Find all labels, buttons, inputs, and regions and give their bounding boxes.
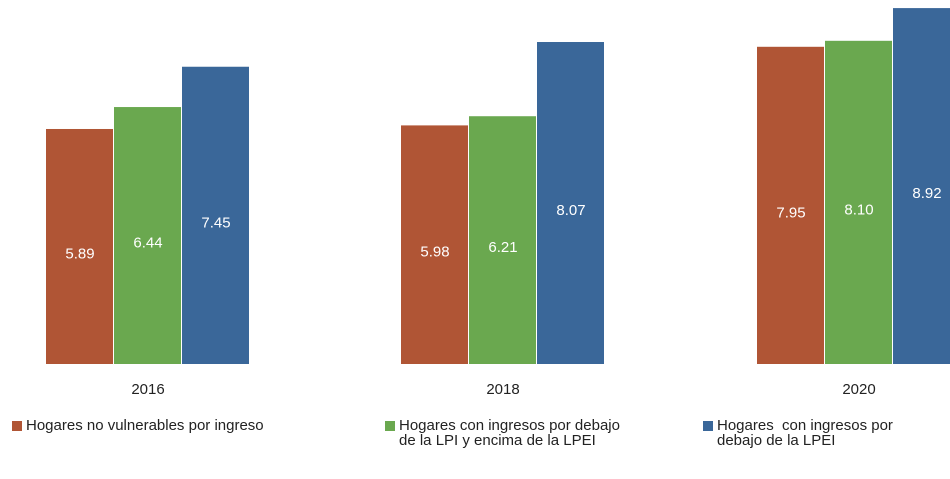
bar [537, 42, 604, 365]
legend-label: Hogares con ingresos por debajo de la LP… [399, 417, 625, 449]
x-tick-label: 2020 [842, 381, 875, 398]
value-label: 7.45 [201, 214, 230, 231]
value-label: 5.89 [65, 245, 94, 262]
legend-swatch [12, 421, 22, 431]
value-label: 6.44 [133, 234, 162, 251]
x-tick-label: 2018 [486, 381, 519, 398]
value-label: 8.10 [844, 201, 873, 218]
bar [893, 8, 950, 364]
legend-item: Hogares con ingresos por debajo de la LP… [385, 418, 620, 448]
value-label: 8.92 [912, 185, 941, 202]
legend-item: Hogares no vulnerables por ingreso [12, 418, 352, 433]
value-label: 8.07 [556, 202, 585, 219]
legend-label: Hogares no vulnerables por ingreso [26, 417, 264, 434]
value-label: 5.98 [420, 244, 449, 261]
x-tick-label: 2016 [131, 381, 164, 398]
bar [469, 116, 536, 364]
bar [114, 107, 181, 364]
value-label: 7.95 [776, 204, 805, 221]
value-label: 6.21 [488, 239, 517, 256]
bar [182, 66, 249, 365]
legend-label: Hogares con ingresos por debajo de la LP… [717, 417, 898, 449]
bar [757, 46, 824, 365]
legend-item: Hogares con ingresos por debajo de la LP… [703, 418, 933, 448]
legend-swatch [703, 421, 713, 431]
legend-swatch [385, 421, 395, 431]
bar [46, 128, 113, 364]
bar [401, 125, 468, 364]
bar [825, 40, 892, 365]
